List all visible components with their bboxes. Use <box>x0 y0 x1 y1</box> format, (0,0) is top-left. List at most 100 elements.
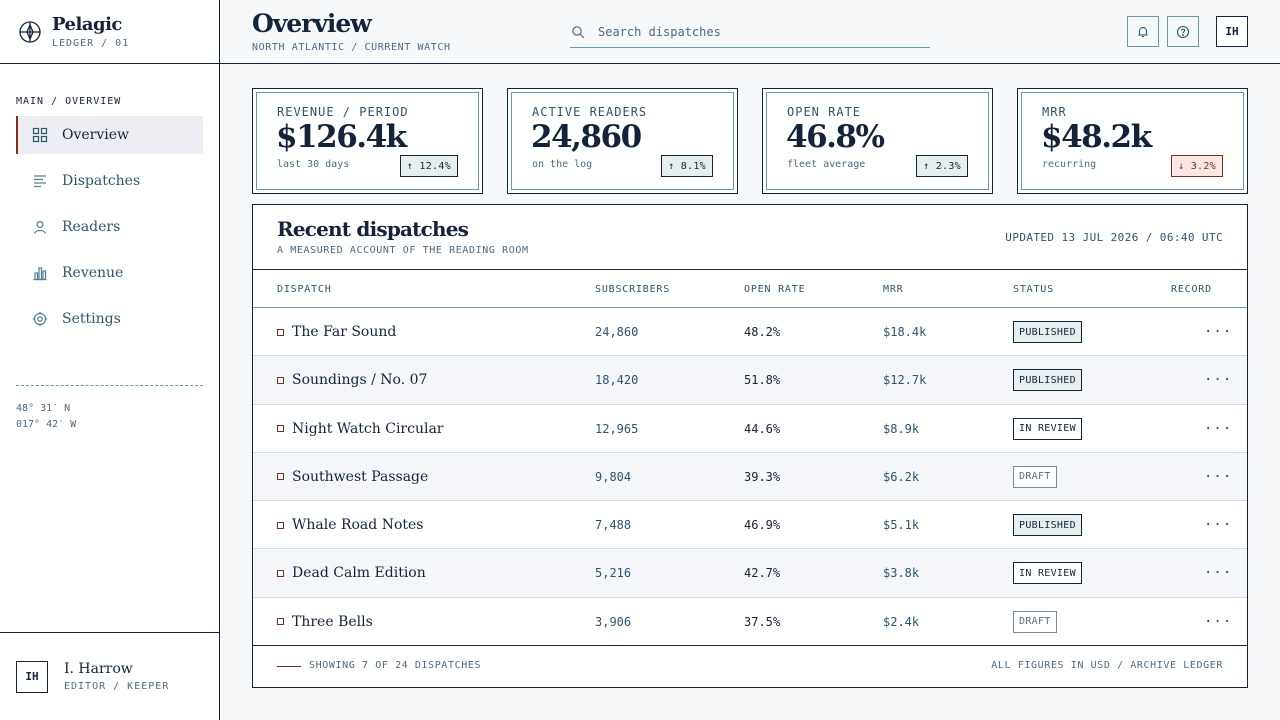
latitude: 48° 31′ N <box>16 403 71 414</box>
kpi-note: last 30 days <box>277 159 350 170</box>
sidebar-item-label: Revenue <box>62 265 124 281</box>
table-row[interactable]: Soundings / No. 07 18,420 51.8% $12.7k P… <box>253 356 1247 405</box>
help-icon <box>1176 25 1190 38</box>
dispatch-name[interactable]: Three Bells <box>292 613 373 630</box>
kpi-value: 46.8% <box>786 119 885 155</box>
table-row[interactable]: Three Bells 3,906 37.5% $2.4k DRAFT ··· <box>253 598 1247 646</box>
mrr-value: $8.9k <box>883 421 920 436</box>
column-header-open-rate[interactable]: OPEN RATE <box>744 284 806 295</box>
table-row[interactable]: Dead Calm Edition 5,216 42.7% $3.8k IN R… <box>253 549 1247 598</box>
search-input[interactable] <box>598 24 918 39</box>
kpi-delta-badge: ↑ 12.4% <box>399 155 458 177</box>
column-header-status[interactable]: STATUS <box>1013 284 1054 295</box>
row-marker-icon <box>277 521 284 529</box>
table-row[interactable]: Night Watch Circular 12,965 44.6% $8.9k … <box>253 405 1247 453</box>
sidebar-item-revenue[interactable]: Revenue <box>16 254 203 292</box>
currency-note: ALL FIGURES IN USD / ARCHIVE LEDGER <box>991 660 1223 671</box>
notifications-button[interactable] <box>1127 16 1159 47</box>
footer-rule <box>277 666 301 667</box>
mrr-value: $12.7k <box>883 373 927 388</box>
status-badge: DRAFT <box>1013 465 1057 488</box>
subscribers-value: 7,488 <box>595 518 632 533</box>
row-menu-button[interactable]: ··· <box>1204 565 1233 582</box>
table-row[interactable]: The Far Sound 24,860 48.2% $18.4k PUBLIS… <box>253 308 1247 357</box>
row-menu-button[interactable]: ··· <box>1204 372 1233 389</box>
kpi-delta-badge: ↑ 8.1% <box>661 155 713 177</box>
kpi-value: $126.4k <box>276 119 407 155</box>
user-profile[interactable]: IH I. Harrow EDITOR / KEEPER <box>0 632 219 720</box>
open-rate-value: 42.7% <box>744 566 781 581</box>
mrr-value: $6.2k <box>883 469 920 484</box>
open-rate-value: 46.9% <box>744 518 781 533</box>
sidebar-item-readers[interactable]: Readers <box>16 208 203 246</box>
sidebar-nav: Overview Dispatches Readers <box>16 116 203 346</box>
table-subtitle: A MEASURED ACCOUNT OF THE READING ROOM <box>277 245 529 256</box>
dispatch-name[interactable]: Whale Road Notes <box>292 517 424 534</box>
sidebar: Pelagic LEDGER / 01 MAIN / OVERVIEW Over… <box>0 0 220 720</box>
updated-timestamp: UPDATED 13 JUL 2026 / 06:40 UTC <box>1005 231 1223 244</box>
subscribers-value: 5,216 <box>595 566 632 581</box>
open-rate-value: 37.5% <box>744 614 781 629</box>
kpi-card-revenue: REVENUE / PERIOD $126.4k last 30 days ↑ … <box>252 88 483 194</box>
status-badge: PUBLISHED <box>1013 514 1082 537</box>
kpi-card-open-rate: OPEN RATE 46.8% fleet average ↑ 2.3% <box>762 88 993 194</box>
sidebar-item-label: Readers <box>62 219 121 235</box>
kpi-label: ACTIVE READERS <box>532 105 648 119</box>
row-menu-button[interactable]: ··· <box>1204 517 1233 534</box>
compass-icon <box>18 20 42 44</box>
user-icon <box>32 219 48 235</box>
page-title: Overview <box>252 9 372 38</box>
table-footer: SHOWING 7 OF 24 DISPATCHES ALL FIGURES I… <box>253 645 1247 687</box>
status-badge: PUBLISHED <box>1013 369 1082 392</box>
row-menu-button[interactable]: ··· <box>1204 420 1233 437</box>
kpi-value: $48.2k <box>1041 119 1152 155</box>
brand-sub: LEDGER / 01 <box>52 37 130 49</box>
search-icon <box>571 25 585 39</box>
dispatch-name[interactable]: Dead Calm Edition <box>292 565 426 582</box>
mrr-value: $2.4k <box>883 614 920 629</box>
sidebar-item-label: Settings <box>62 311 121 327</box>
brand-name: Pelagic <box>52 13 122 35</box>
dispatch-name[interactable]: Soundings / No. 07 <box>292 372 428 389</box>
table-row[interactable]: Whale Road Notes 7,488 46.9% $5.1k PUBLI… <box>253 501 1247 550</box>
kpi-card-active-readers: ACTIVE READERS 24,860 on the log ↑ 8.1% <box>507 88 738 194</box>
sidebar-item-settings[interactable]: Settings <box>16 300 203 338</box>
row-marker-icon <box>277 569 284 577</box>
row-menu-button[interactable]: ··· <box>1204 613 1233 630</box>
avatar: IH <box>16 660 48 693</box>
page-subtitle: NORTH ATLANTIC / CURRENT WATCH <box>252 42 451 53</box>
row-menu-button[interactable]: ··· <box>1204 324 1233 340</box>
column-header-record[interactable]: RECORD <box>1171 284 1212 295</box>
status-badge: IN REVIEW <box>1013 417 1082 440</box>
bar-chart-icon <box>32 265 48 281</box>
subscribers-value: 12,965 <box>595 421 639 436</box>
status-badge: DRAFT <box>1013 610 1057 633</box>
kpi-label: OPEN RATE <box>787 105 862 119</box>
table-body: The Far Sound 24,860 48.2% $18.4k PUBLIS… <box>253 308 1247 646</box>
sidebar-item-overview[interactable]: Overview <box>16 116 203 154</box>
table-row[interactable]: Southwest Passage 9,804 39.3% $6.2k DRAF… <box>253 452 1247 502</box>
column-header-mrr[interactable]: MRR <box>883 284 904 295</box>
dispatch-name[interactable]: Night Watch Circular <box>292 420 444 437</box>
sidebar-item-dispatches[interactable]: Dispatches <box>16 162 203 200</box>
row-marker-icon <box>277 425 284 433</box>
open-rate-value: 39.3% <box>744 469 781 484</box>
search-bar <box>570 16 930 48</box>
kpi-delta-badge: ↑ 2.3% <box>916 155 968 177</box>
brand[interactable]: Pelagic LEDGER / 01 <box>0 0 219 64</box>
column-header-subscribers[interactable]: SUBSCRIBERS <box>595 284 671 295</box>
sidebar-item-label: Dispatches <box>62 173 141 189</box>
table-header: DISPATCH SUBSCRIBERS OPEN RATE MRR STATU… <box>253 269 1247 308</box>
kpi-label: MRR <box>1042 105 1067 119</box>
user-role: EDITOR / KEEPER <box>64 681 170 692</box>
help-button[interactable] <box>1167 16 1199 47</box>
row-menu-button[interactable]: ··· <box>1204 468 1233 485</box>
column-header-dispatch[interactable]: DISPATCH <box>277 284 332 295</box>
dispatch-name[interactable]: The Far Sound <box>292 324 397 340</box>
row-marker-icon <box>277 376 284 384</box>
account-avatar-button[interactable]: IH <box>1216 16 1248 47</box>
kpi-card-mrr: MRR $48.2k recurring ↓ 3.2% <box>1017 88 1248 194</box>
dispatch-name[interactable]: Southwest Passage <box>292 468 429 485</box>
status-badge: IN REVIEW <box>1013 562 1082 585</box>
subscribers-value: 3,906 <box>595 614 632 629</box>
